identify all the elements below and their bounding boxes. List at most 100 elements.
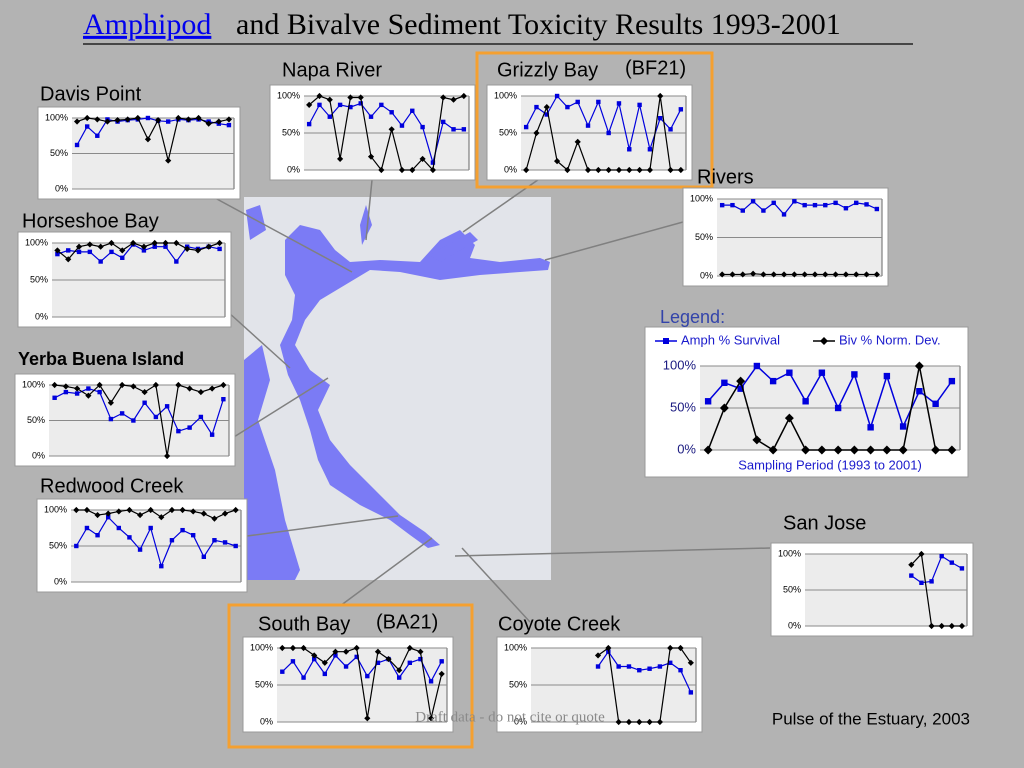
y-tick-label: 100% [25,237,48,247]
y-tick-label: 50% [282,127,300,137]
data-point [105,510,112,517]
data-point [740,208,745,213]
data-point [811,271,819,278]
data-point [420,124,425,130]
pointer [227,311,291,369]
chart-title: Davis Point [40,83,142,105]
data-point [280,669,285,674]
data-point [175,114,182,122]
data-point [174,259,179,264]
y-tick-label: 50% [695,232,713,242]
data-point [194,247,202,254]
data-point [429,166,436,174]
data-point [216,239,223,247]
data-point [948,622,955,630]
data-point [114,117,121,124]
data-point [625,718,633,726]
data-point [939,553,944,559]
data-point [279,644,286,652]
y-tick-label: 100% [663,357,697,372]
data-point [126,506,133,514]
y-tick-label: 100% [504,642,527,652]
series-line [54,387,224,437]
chart-subtitle: (BF21) [625,57,686,79]
data-point [863,271,870,278]
data-point [899,423,907,430]
data-point [353,644,360,652]
data-point [190,508,197,515]
title-link[interactable]: Amphipod [83,8,211,41]
data-point [427,715,435,722]
y-tick-label: 0% [260,716,273,726]
data-point [134,114,141,122]
data-point [919,580,924,585]
data-point [833,445,843,455]
map-water [246,205,478,262]
data-point [719,403,729,413]
data-point [220,381,227,389]
data-point [195,114,202,122]
data-point [554,93,560,99]
data-point [120,255,125,260]
data-point [165,119,171,124]
data-point [130,239,137,247]
data-point [104,118,111,125]
data-point [116,525,122,531]
data-point [616,664,621,669]
data-point [326,96,333,103]
data-point [959,566,965,571]
data-point [752,435,762,445]
data-point [226,122,232,128]
data-point [73,506,80,514]
series-line [57,243,220,263]
data-point [656,718,663,726]
data-point [75,243,83,250]
data-point [51,381,58,389]
data-point [65,256,72,263]
data-point [605,644,612,652]
series-line [54,384,224,457]
data-point [646,718,653,726]
data-point [74,142,80,148]
series-line [76,117,230,161]
data-point [130,383,137,390]
data-point [678,107,684,112]
data-point [131,418,136,423]
data-point [187,425,192,430]
data-point [327,114,332,119]
data-point [430,160,436,165]
data-point [233,543,238,549]
y-tick-label: 0% [700,270,713,280]
data-point [409,166,416,174]
data-point [306,121,312,127]
data-point [627,147,632,152]
data-point [523,124,529,130]
y-tick-label: 50% [27,415,45,425]
data-point [108,239,115,247]
data-point [769,377,777,385]
data-point [932,400,939,407]
data-point [657,92,664,100]
data-point [217,246,222,252]
data-point [615,718,622,726]
data-point [595,166,602,174]
data-point [768,445,778,455]
data-point [851,371,858,378]
watermark: Draft data - do not cite or quote [415,709,605,725]
data-point [215,118,222,125]
highlight-box [227,603,474,749]
y-tick-label: 50% [255,679,273,689]
data-point [168,506,176,514]
data-point [124,116,131,123]
data-point [882,445,892,455]
data-point [290,659,296,664]
data-point [389,110,394,115]
data-point [127,535,132,540]
data-point [626,166,633,174]
pointer [246,515,399,537]
data-point [94,116,101,123]
y-tick-label: 0% [287,164,300,174]
data-point [687,659,694,666]
chart-subtitle: (BA21) [376,611,438,633]
data-point [784,413,794,423]
